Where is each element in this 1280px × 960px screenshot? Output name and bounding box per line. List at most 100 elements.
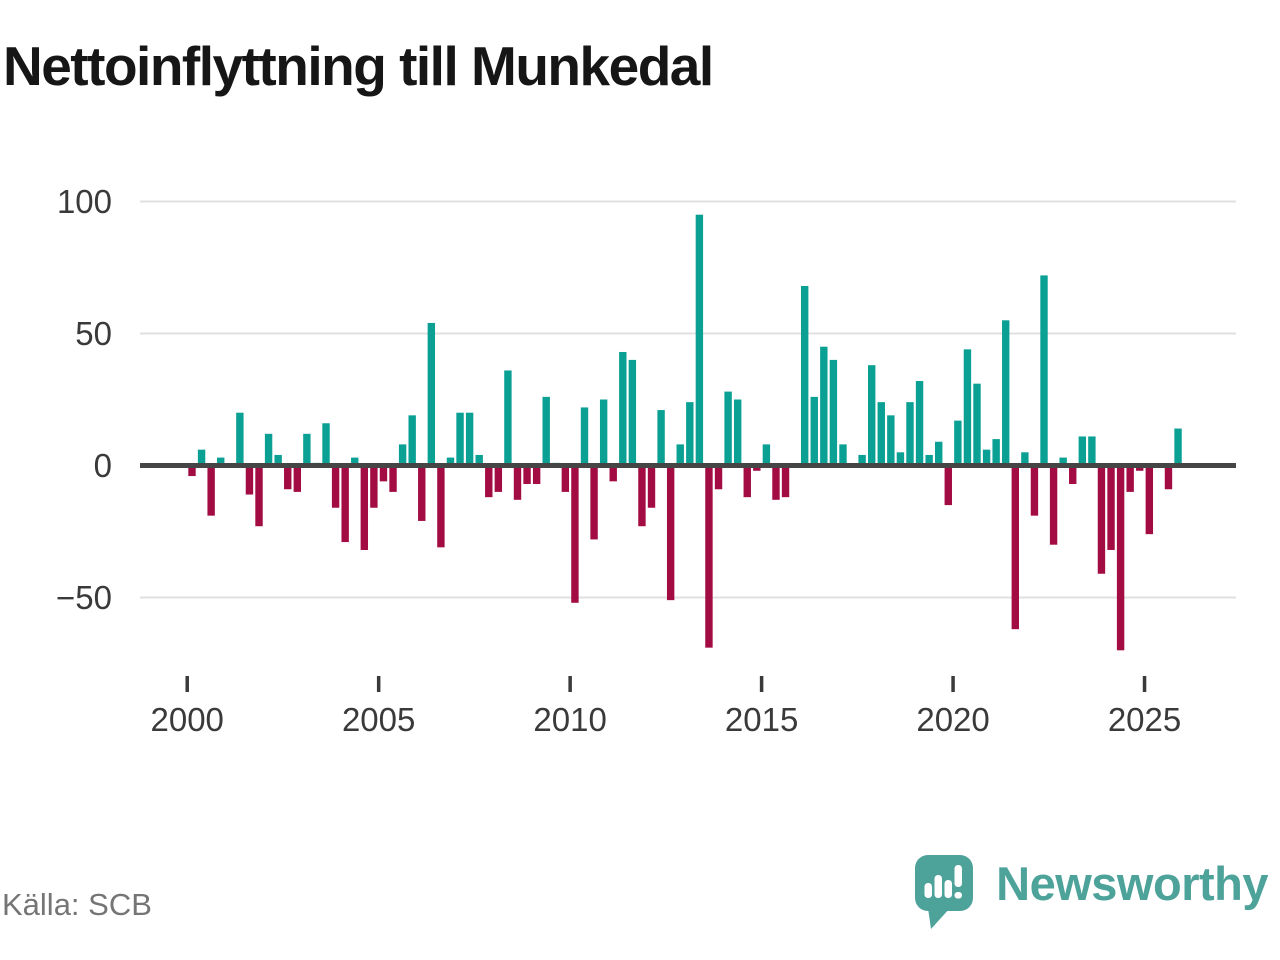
x-tick-label: 2015 bbox=[725, 701, 798, 738]
source-note: Källa: SCB bbox=[2, 887, 152, 922]
bar-2008-Q3 bbox=[513, 465, 522, 500]
bar-2022-Q2 bbox=[1040, 275, 1048, 466]
bar-2025-Q3 bbox=[1164, 465, 1173, 490]
bar-2024-Q4 bbox=[1136, 465, 1144, 471]
bar-2002-Q4 bbox=[293, 465, 302, 492]
bar-2005-Q4 bbox=[408, 415, 416, 466]
bar-2016-Q1 bbox=[800, 285, 809, 466]
bar-2025-Q1 bbox=[1145, 465, 1154, 535]
bar-2018-Q3 bbox=[896, 452, 905, 466]
bar-2008-Q1 bbox=[494, 465, 503, 492]
newsworthy-logo-icon bbox=[915, 855, 974, 929]
bar-2014-Q2 bbox=[733, 399, 742, 466]
bar-2007-Q1 bbox=[456, 412, 464, 466]
y-tick-label: −50 bbox=[56, 579, 112, 616]
bar-2012-Q4 bbox=[676, 444, 684, 466]
bar-2023-Q4 bbox=[1097, 465, 1106, 574]
bar-2010-Q4 bbox=[599, 399, 608, 466]
bar-2011-Q1 bbox=[609, 465, 617, 482]
bar-2006-Q2 bbox=[427, 322, 436, 466]
bar-2011-Q4 bbox=[638, 465, 646, 527]
bar-2016-Q2 bbox=[810, 396, 818, 466]
newsworthy-logo-text: Newsworthy bbox=[996, 857, 1268, 910]
bar-2010-Q2 bbox=[580, 407, 589, 466]
logo-bubble bbox=[915, 855, 974, 911]
bar-2009-Q2 bbox=[542, 396, 550, 466]
bar-2015-Q2 bbox=[772, 465, 780, 500]
bar-2016-Q4 bbox=[829, 359, 838, 466]
bar-2009-Q1 bbox=[532, 465, 541, 484]
y-tick-label: 0 bbox=[94, 447, 112, 484]
chart-title: Nettoinflyttning till Munkedal bbox=[3, 35, 714, 97]
bar-2011-Q2 bbox=[619, 351, 627, 466]
bar-2022-Q1 bbox=[1030, 465, 1039, 516]
bar-2010-Q3 bbox=[590, 465, 598, 540]
bar-2012-Q1 bbox=[647, 465, 656, 508]
bar-2020-Q1 bbox=[954, 420, 962, 466]
bar-2024-Q1 bbox=[1107, 465, 1115, 550]
x-tick-label: 2000 bbox=[151, 701, 224, 738]
bar-2014-Q3 bbox=[743, 465, 751, 498]
bar-2019-Q4 bbox=[944, 465, 952, 506]
bar-2021-Q1 bbox=[992, 439, 1000, 466]
x-tick-label: 2005 bbox=[342, 701, 415, 738]
bar-2003-Q4 bbox=[331, 465, 340, 508]
bar-2015-Q1 bbox=[762, 444, 771, 466]
bar-2013-Q3 bbox=[705, 465, 713, 648]
bar-2014-Q1 bbox=[724, 391, 732, 466]
bar-2018-Q4 bbox=[906, 402, 914, 466]
bar-2007-Q4 bbox=[485, 465, 493, 498]
logo-exclamation-dot bbox=[954, 892, 963, 899]
bar-2013-Q2 bbox=[695, 214, 704, 466]
bar-2020-Q4 bbox=[982, 449, 991, 466]
x-tick-label: 2025 bbox=[1108, 701, 1181, 738]
y-tick-label: 100 bbox=[57, 183, 112, 220]
bar-2017-Q4 bbox=[868, 365, 876, 466]
bar-2007-Q3 bbox=[475, 454, 483, 466]
x-tick-label: 2020 bbox=[916, 701, 989, 738]
bar-2004-Q4 bbox=[370, 465, 378, 508]
bar-2013-Q4 bbox=[714, 465, 723, 490]
logo-bar-icon bbox=[924, 883, 933, 898]
bar-2013-Q1 bbox=[686, 402, 694, 466]
logo-bar-icon bbox=[934, 875, 943, 898]
newsworthy-logo: Newsworthy bbox=[914, 854, 1268, 930]
bar-2005-Q1 bbox=[379, 465, 388, 482]
bar-2004-Q1 bbox=[341, 465, 349, 543]
bar-2010-Q1 bbox=[571, 465, 579, 603]
y-tick-label: 50 bbox=[75, 315, 112, 352]
bar-2008-Q4 bbox=[523, 465, 531, 484]
logo-bubble-tail bbox=[928, 908, 951, 929]
bar-2021-Q2 bbox=[1002, 320, 1010, 466]
bar-2002-Q3 bbox=[284, 465, 292, 490]
bar-2024-Q3 bbox=[1126, 465, 1134, 492]
bar-2001-Q2 bbox=[236, 412, 244, 466]
bar-2020-Q2 bbox=[963, 349, 972, 466]
bar-2006-Q1 bbox=[418, 465, 426, 521]
bar-2001-Q4 bbox=[255, 465, 263, 527]
bar-2019-Q3 bbox=[935, 441, 943, 466]
bar-2003-Q3 bbox=[322, 423, 330, 466]
bar-2015-Q3 bbox=[781, 465, 790, 498]
bar-2018-Q2 bbox=[887, 415, 895, 466]
bar-2002-Q2 bbox=[274, 454, 282, 466]
bar-2007-Q2 bbox=[465, 412, 474, 466]
bar-2006-Q4 bbox=[446, 457, 455, 466]
bar-2012-Q3 bbox=[666, 465, 675, 601]
bar-2001-Q3 bbox=[245, 465, 254, 495]
bar-2023-Q1 bbox=[1069, 465, 1077, 484]
bar-2008-Q2 bbox=[504, 370, 512, 466]
bar-2025-Q4 bbox=[1174, 428, 1182, 466]
bar-2019-Q1 bbox=[915, 381, 924, 466]
bar-2002-Q1 bbox=[264, 433, 273, 466]
bar-2000-Q2 bbox=[197, 449, 206, 466]
bar-2016-Q3 bbox=[820, 346, 828, 466]
bar-2023-Q2 bbox=[1078, 436, 1087, 466]
bar-2024-Q2 bbox=[1116, 465, 1125, 651]
bar-2000-Q1 bbox=[188, 465, 196, 477]
bar-2021-Q4 bbox=[1021, 452, 1029, 466]
bar-2004-Q2 bbox=[351, 457, 359, 466]
bar-2023-Q3 bbox=[1088, 436, 1096, 466]
